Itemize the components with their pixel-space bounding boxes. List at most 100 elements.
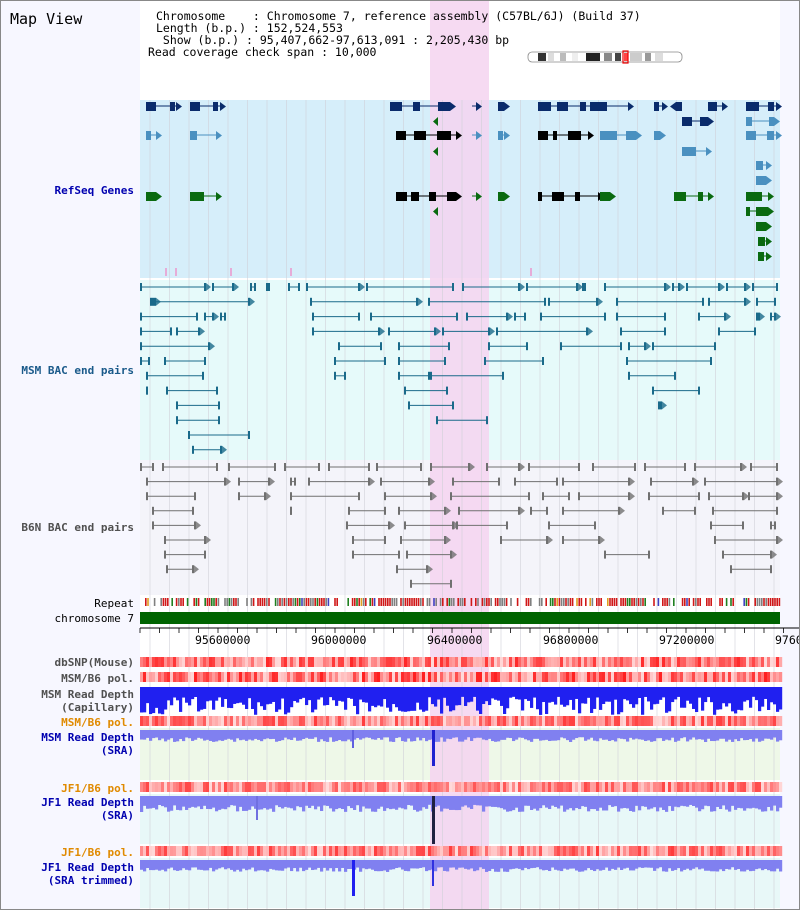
track-label-msm-depth-capillary[interactable]: MSM Read Depth (Capillary)	[41, 688, 134, 714]
depth-bar	[485, 860, 489, 872]
depth-bar	[701, 687, 705, 711]
bac-end	[166, 386, 168, 395]
info-length: Length (b.p.) : 152,524,553	[156, 21, 343, 35]
pol-cell	[596, 716, 600, 726]
bac-arrow	[778, 477, 783, 486]
pol-cell	[551, 672, 555, 682]
depth-bar	[773, 860, 777, 872]
pol-cell	[581, 657, 585, 667]
bac-end	[742, 492, 744, 501]
bac-end	[674, 371, 676, 380]
depth-bar	[209, 687, 213, 701]
depth-bar	[428, 687, 432, 698]
track-label-dbsnp[interactable]: dbSNP(Mouse)	[54, 656, 134, 669]
depth-bar	[452, 796, 456, 810]
pol-cell	[239, 672, 243, 682]
pol-cell	[587, 716, 591, 726]
bac-end	[140, 327, 142, 336]
depth-bar	[155, 730, 159, 738]
pol-cell	[389, 657, 393, 667]
depth-bar	[563, 796, 567, 812]
pol-cell	[551, 657, 555, 667]
depth-bar	[596, 860, 600, 870]
pol-cell	[350, 846, 354, 856]
track-label-msm-depth-sra[interactable]: MSM Read Depth (SRA)	[41, 731, 134, 757]
repeat-element	[620, 598, 622, 606]
pol-cell	[671, 716, 675, 726]
depth-bar	[185, 860, 189, 870]
depth-bar	[485, 730, 489, 741]
depth-bar	[620, 687, 624, 713]
depth-bar	[368, 860, 372, 869]
depth-bar	[746, 730, 750, 740]
track-label-chromosome[interactable]: chromosome 7	[54, 612, 134, 625]
depth-bar	[341, 796, 345, 810]
pol-cell	[455, 716, 459, 726]
pol-cell	[404, 672, 408, 682]
track-label-b6n-bac[interactable]: B6N BAC end pairs	[21, 521, 134, 534]
pol-cell	[338, 657, 342, 667]
pol-cell	[683, 846, 687, 856]
pol-cell	[260, 782, 264, 792]
bac-end	[204, 312, 206, 321]
bac-arrow	[206, 283, 211, 291]
pol-cell	[377, 716, 381, 726]
pol-cell	[737, 716, 741, 726]
pol-cell	[422, 672, 426, 682]
pol-cell	[404, 716, 408, 726]
pol-cell	[710, 672, 714, 682]
pol-cell	[404, 657, 408, 667]
pol-cell	[737, 782, 741, 792]
pol-cell	[629, 846, 633, 856]
track-label-msm-b6-pol-2[interactable]: MSM/B6 pol.	[61, 716, 134, 729]
pol-cell	[755, 716, 759, 726]
track-label-jf1-depth-trimmed[interactable]: JF1 Read Depth (SRA trimmed)	[41, 861, 134, 887]
depth-bar	[608, 687, 612, 702]
pol-cell	[152, 672, 156, 682]
depth-bar	[611, 860, 615, 869]
depth-bar	[158, 687, 162, 714]
depth-bar	[527, 730, 531, 741]
pol-cell	[365, 846, 369, 856]
track-label-jf1-b6-pol-1[interactable]: JF1/B6 pol.	[61, 782, 134, 795]
pol-cell	[713, 846, 717, 856]
track-label-msm-b6-pol-1[interactable]: MSM/B6 pol.	[61, 672, 134, 685]
pol-cell	[317, 716, 321, 726]
gene-arrow	[766, 237, 772, 246]
depth-bar	[380, 730, 384, 740]
repeat-element	[461, 598, 464, 606]
track-label-jf1-depth-sra[interactable]: JF1 Read Depth (SRA)	[41, 796, 134, 822]
pol-cell	[221, 657, 225, 667]
pol-cell	[263, 657, 267, 667]
pol-cell	[518, 782, 522, 792]
pol-cell	[743, 657, 747, 667]
bac-end	[148, 357, 150, 365]
depth-bar	[344, 730, 348, 742]
track-label-jf1-b6-pol-2[interactable]: JF1/B6 pol.	[61, 846, 134, 859]
pol-cell	[737, 846, 741, 856]
bac-end	[524, 312, 526, 321]
pol-cell	[629, 716, 633, 726]
repeat-element	[208, 598, 211, 606]
bac-end	[152, 521, 154, 530]
pol-cell	[251, 846, 255, 856]
gene-exon	[756, 207, 768, 216]
track-label-repeat[interactable]: Repeat	[94, 597, 134, 610]
pol-cell	[215, 716, 219, 726]
pol-cell	[197, 657, 201, 667]
bac-arrow	[390, 521, 395, 530]
pol-cell	[491, 716, 495, 726]
depth-bar	[416, 730, 420, 738]
pol-cell	[626, 672, 630, 682]
pol-cell	[593, 782, 597, 792]
bac-arrow	[200, 327, 205, 336]
track-label-refseq[interactable]: RefSeq Genes	[54, 184, 134, 197]
pol-cell	[512, 672, 516, 682]
depth-bar	[434, 730, 438, 742]
track-label-msm-bac[interactable]: MSM BAC end pairs	[21, 364, 134, 377]
depth-bar	[413, 730, 417, 742]
pol-cell	[605, 846, 609, 856]
pol-cell	[425, 846, 429, 856]
depth-bar	[446, 730, 450, 739]
